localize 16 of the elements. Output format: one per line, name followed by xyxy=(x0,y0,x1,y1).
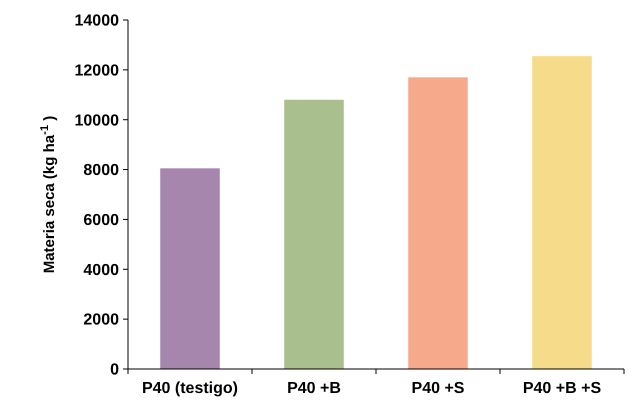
x-tick-label: P40 +B xyxy=(287,380,341,397)
bar xyxy=(160,168,220,369)
x-tick-label: P40 (testigo) xyxy=(142,380,238,397)
y-tick-label: 2000 xyxy=(83,312,120,329)
x-tick-label: P40 +S xyxy=(412,380,465,397)
y-tick-label: 6000 xyxy=(83,212,120,230)
y-tick-label: 8000 xyxy=(83,162,120,180)
y-tick-label: 14000 xyxy=(74,12,120,30)
y-tick-label: 10000 xyxy=(74,112,120,130)
x-tick-label: P40 +B +S xyxy=(522,380,602,397)
y-tick-label: 0 xyxy=(110,362,120,379)
y-tick-label: 12000 xyxy=(74,62,120,80)
bar xyxy=(532,56,592,369)
bar xyxy=(284,100,344,369)
bar xyxy=(408,77,468,369)
y-tick-label: 4000 xyxy=(83,262,120,279)
